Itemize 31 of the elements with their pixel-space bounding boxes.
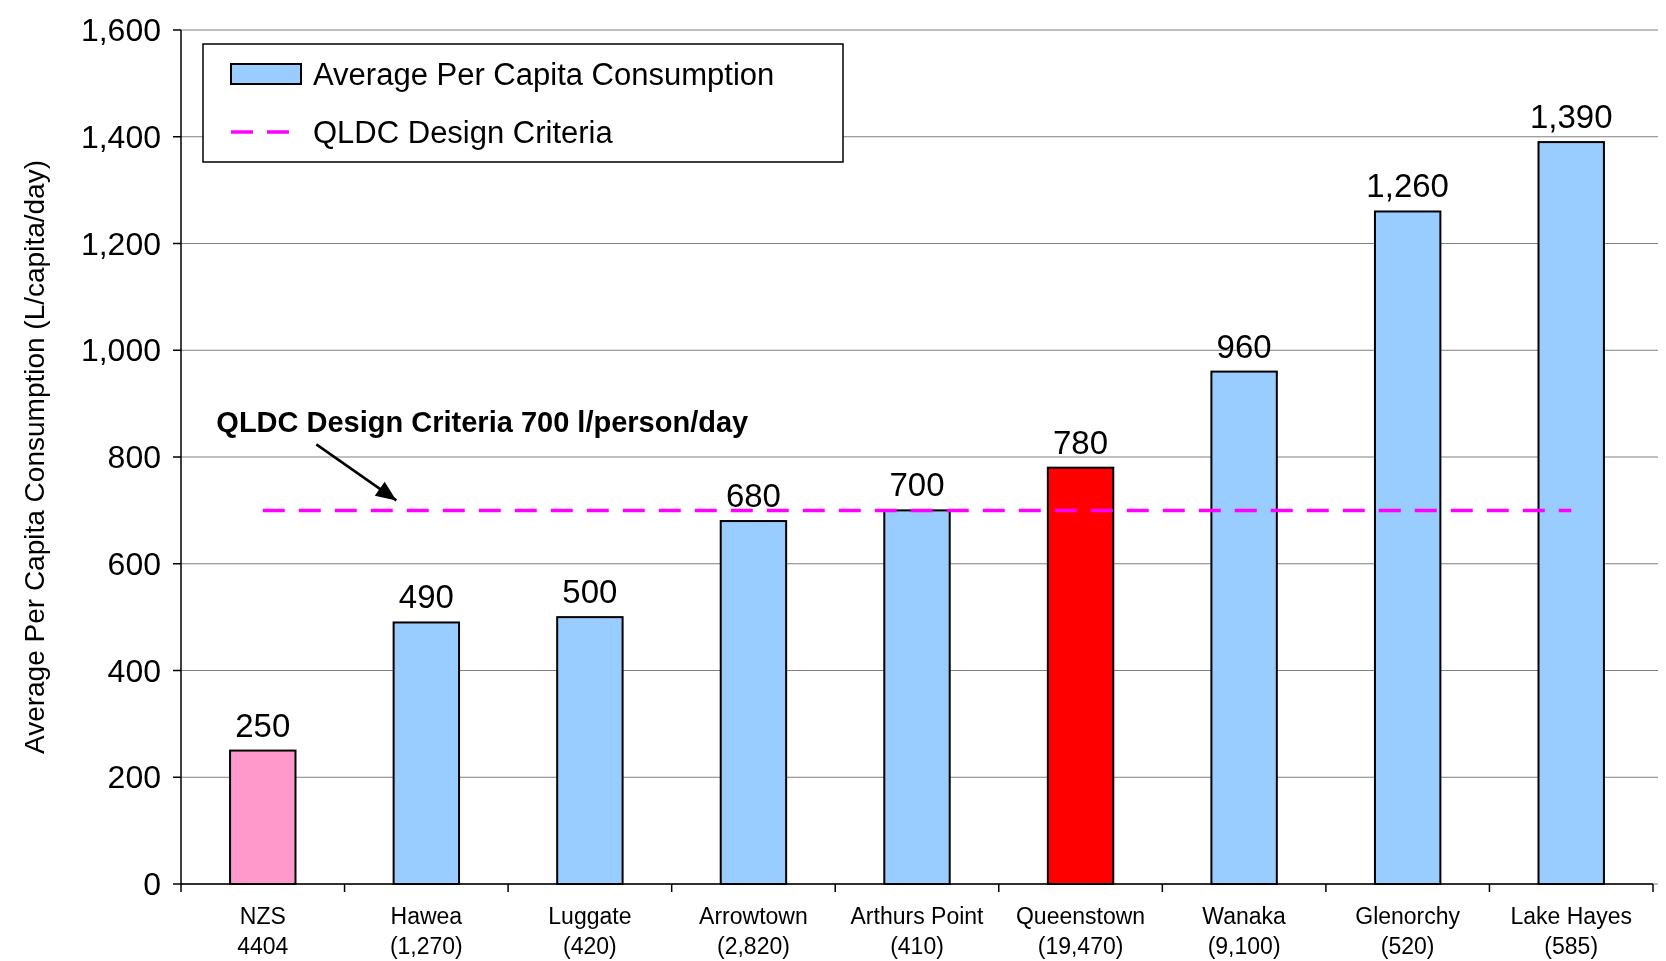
y-axis-title: Average Per Capita Consumption (L/capita/day) [19,159,50,755]
x-tick-label: Arthurs Point (410) [850,903,985,959]
x-tick-label: Hawea (1,270) [389,903,463,959]
data-label: 1,260 [1366,167,1449,205]
y-tick-label: 1,200 [80,225,161,262]
annotation: QLDC Design Criteria 700 l/person/day [216,406,749,439]
x-tick-label: Lake Hayes (585) [1510,903,1632,959]
y-tick-label: 0 [143,866,161,903]
y-tick-label: 400 [107,652,161,689]
x-tick-label: NZS 4404 [237,903,289,959]
data-label: 780 [1053,423,1109,461]
y-tick-label: 800 [107,439,161,476]
data-label: 500 [562,573,618,611]
y-tick-label: 1,000 [80,332,161,369]
x-tick-label: Wanaka (9,100) [1202,903,1287,959]
data-label: 680 [725,477,781,515]
data-label: 250 [235,706,291,744]
legend-label: QLDC Design Criteria [313,114,614,150]
data-label: 960 [1216,327,1272,365]
x-tick-label: Arrowtown (2,820) [699,903,808,959]
x-tick-label: Queenstown (19,470) [1015,903,1146,959]
data-label: 1,390 [1529,98,1613,136]
legend-label: Average Per Capita Consumption [313,56,775,92]
y-tick-label: 200 [107,759,161,796]
y-tick-label: 600 [107,545,161,582]
x-tick-label: Glenorchy (520) [1355,903,1461,959]
data-label: 700 [889,466,945,504]
data-label: 490 [398,578,454,616]
x-tick-label: Luggate (420) [548,903,632,959]
y-tick-label: 1,600 [80,12,161,49]
y-tick-label: 1,400 [80,118,161,155]
